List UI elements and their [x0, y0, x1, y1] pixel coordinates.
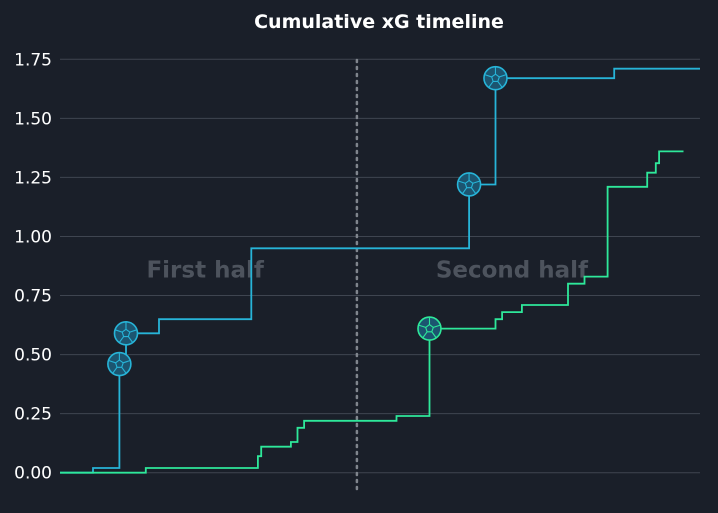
goal-ball-icon: [417, 316, 442, 341]
y-axis-ticks: 0.00 0.25 0.50 0.75 1.00 1.25 1.50 1.75: [14, 50, 52, 483]
y-tick-label: 1.50: [14, 109, 52, 129]
half-labels: First half Second half: [146, 258, 589, 284]
y-tick-label: 1.00: [14, 227, 52, 247]
y-tick-label: 1.25: [14, 168, 52, 188]
goal-ball-icon: [113, 321, 139, 346]
y-tick-label: 0.25: [14, 405, 52, 425]
goal-ball-icon: [456, 172, 482, 197]
goal-ball-icon: [483, 65, 508, 91]
goal-markers: [107, 65, 508, 377]
y-tick-label: 0.50: [14, 346, 52, 366]
chart-title: Cumulative xG timeline: [254, 11, 504, 33]
series-lines: [60, 67, 700, 474]
series-line-1: [60, 67, 700, 474]
half-label: First half: [146, 258, 264, 284]
y-tick-label: 0.75: [14, 287, 52, 307]
half-label: Second half: [436, 258, 589, 284]
y-tick-label: 1.75: [14, 50, 52, 70]
grid-lines: [60, 58, 700, 474]
y-tick-label: 0.00: [14, 464, 52, 484]
goal-ball-icon: [107, 351, 132, 377]
series-line-2: [60, 150, 684, 474]
